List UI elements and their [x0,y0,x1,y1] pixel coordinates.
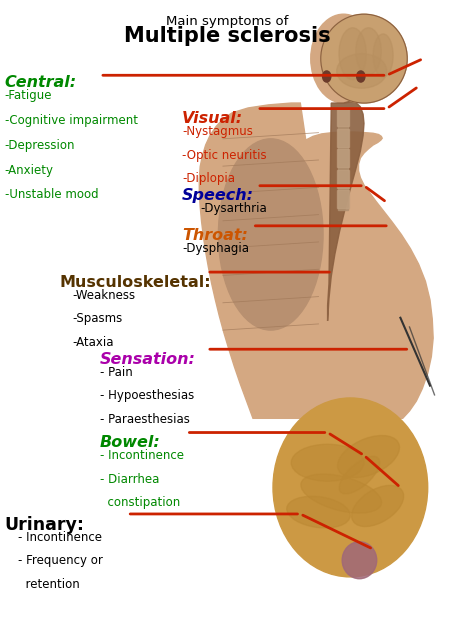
Circle shape [311,14,376,103]
Ellipse shape [356,28,381,75]
Ellipse shape [337,54,387,88]
Text: -Dysarthria: -Dysarthria [200,202,267,215]
Text: -Anxiety: -Anxiety [5,164,54,176]
Text: Visual:: Visual: [182,111,243,126]
Text: -Cognitive impairment: -Cognitive impairment [5,114,137,127]
Ellipse shape [339,457,379,494]
Polygon shape [328,101,364,321]
Bar [337,129,349,147]
Text: constipation: constipation [100,496,180,509]
Text: -Dysphagia: -Dysphagia [182,242,249,255]
Ellipse shape [321,14,407,103]
Ellipse shape [301,474,382,513]
Ellipse shape [287,496,350,528]
Text: Bowel:: Bowel: [100,435,161,450]
Ellipse shape [352,486,404,526]
Text: - Diarrhea: - Diarrhea [100,473,159,486]
Bar [337,109,349,126]
Text: -Nystagmus: -Nystagmus [182,125,253,138]
Text: - Incontinence: - Incontinence [18,531,102,544]
Text: -Optic neuritis: -Optic neuritis [182,149,267,162]
Text: - Hypoesthesias: - Hypoesthesias [100,389,194,402]
Bar [337,149,349,167]
Ellipse shape [273,398,428,577]
Text: Main symptoms of: Main symptoms of [167,15,288,28]
Ellipse shape [338,436,399,478]
Text: - Incontinence: - Incontinence [100,449,184,462]
Text: -Spasms: -Spasms [73,312,123,325]
Polygon shape [199,103,433,418]
Text: - Paraesthesias: - Paraesthesias [100,413,190,426]
Ellipse shape [218,139,323,330]
Text: Multiple sclerosis: Multiple sclerosis [124,26,331,46]
Text: -Unstable mood: -Unstable mood [5,188,98,201]
Text: -Weakness: -Weakness [73,289,136,302]
Text: Speech:: Speech: [182,188,254,203]
Text: Sensation:: Sensation: [100,352,196,366]
Text: -Diplopia: -Diplopia [182,172,235,185]
Bar [338,108,348,210]
Bar [337,190,349,208]
Circle shape [357,71,365,82]
Text: - Pain: - Pain [100,366,133,379]
Ellipse shape [291,444,364,481]
Ellipse shape [339,28,366,80]
Text: Urinary:: Urinary: [5,516,85,534]
Text: Throat:: Throat: [182,228,248,243]
Text: -Depression: -Depression [5,139,75,152]
Bar [337,170,349,188]
Ellipse shape [373,34,393,77]
Ellipse shape [342,542,377,579]
Text: -Ataxia: -Ataxia [73,336,114,349]
Text: retention: retention [18,578,80,590]
Circle shape [323,71,331,82]
Text: Central:: Central: [5,75,77,90]
Text: - Frequency or: - Frequency or [18,554,103,567]
Text: Musculoskeletal:: Musculoskeletal: [59,275,211,289]
Text: -Fatigue: -Fatigue [5,89,52,102]
